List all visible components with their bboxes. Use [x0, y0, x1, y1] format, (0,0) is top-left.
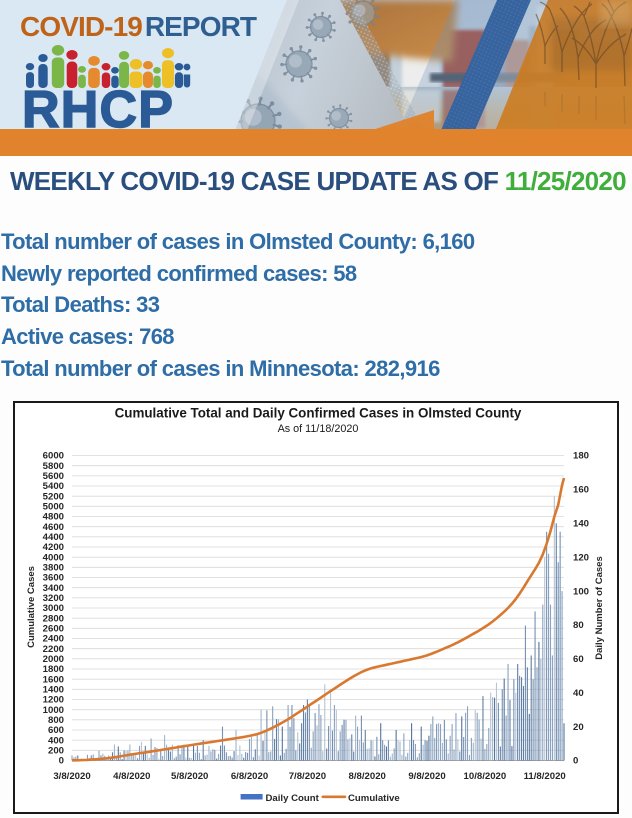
svg-text:4800: 4800 [43, 512, 64, 523]
svg-text:2800: 2800 [43, 613, 64, 624]
svg-text:2000: 2000 [43, 654, 64, 665]
svg-text:4/8/2020: 4/8/2020 [113, 771, 150, 782]
svg-text:60: 60 [573, 654, 584, 665]
svg-text:Daily Count: Daily Count [266, 793, 320, 804]
svg-text:9/8/2020: 9/8/2020 [408, 771, 445, 782]
svg-text:180: 180 [573, 451, 589, 462]
svg-text:10/8/2020: 10/8/2020 [464, 771, 507, 782]
svg-text:5200: 5200 [43, 491, 64, 502]
svg-text:Cumulative Total and Daily Con: Cumulative Total and Daily Confirmed Cas… [115, 405, 522, 420]
svg-text:5000: 5000 [43, 502, 64, 513]
svg-text:3400: 3400 [43, 583, 64, 594]
svg-text:Cumulative: Cumulative [348, 793, 400, 804]
svg-text:1400: 1400 [43, 685, 64, 696]
svg-text:1800: 1800 [43, 664, 64, 675]
svg-text:1200: 1200 [43, 695, 64, 706]
svg-text:6/8/2020: 6/8/2020 [231, 771, 268, 782]
svg-text:RHCP: RHCP [22, 81, 174, 139]
svg-text:5/8/2020: 5/8/2020 [171, 771, 208, 782]
svg-text:COVID-19 REPORT: COVID-19 REPORT [20, 11, 257, 42]
svg-text:3000: 3000 [43, 603, 64, 614]
svg-text:400: 400 [48, 735, 64, 746]
svg-text:160: 160 [573, 485, 589, 496]
svg-text:20: 20 [573, 722, 584, 733]
svg-text:100: 100 [573, 586, 589, 597]
svg-text:As of 11/18/2020: As of 11/18/2020 [278, 423, 359, 435]
svg-text:200: 200 [48, 746, 64, 757]
svg-text:5400: 5400 [43, 481, 64, 492]
svg-text:4000: 4000 [43, 552, 64, 563]
svg-text:0: 0 [573, 756, 578, 767]
svg-text:140: 140 [573, 518, 589, 529]
svg-text:Cumulative Cases: Cumulative Cases [26, 566, 37, 648]
svg-text:1000: 1000 [43, 705, 64, 716]
svg-text:Daily Number of Cases: Daily Number of Cases [594, 556, 605, 659]
svg-text:6000: 6000 [43, 451, 64, 462]
svg-text:3800: 3800 [43, 563, 64, 574]
svg-text:5800: 5800 [43, 461, 64, 472]
svg-text:2600: 2600 [43, 624, 64, 635]
svg-text:2400: 2400 [43, 634, 64, 645]
svg-text:4600: 4600 [43, 522, 64, 533]
svg-text:4200: 4200 [43, 542, 64, 553]
svg-text:3600: 3600 [43, 573, 64, 584]
svg-text:120: 120 [573, 552, 589, 563]
svg-text:1600: 1600 [43, 674, 64, 685]
svg-text:800: 800 [48, 715, 64, 726]
svg-text:5600: 5600 [43, 471, 64, 482]
svg-text:80: 80 [573, 620, 584, 631]
svg-text:600: 600 [48, 725, 64, 736]
svg-text:2200: 2200 [43, 644, 64, 655]
svg-text:11/8/2020: 11/8/2020 [524, 771, 566, 782]
svg-text:8/8/2020: 8/8/2020 [349, 771, 386, 782]
svg-text:0: 0 [59, 756, 64, 767]
svg-text:3200: 3200 [43, 593, 64, 604]
svg-text:4400: 4400 [43, 532, 64, 543]
svg-text:40: 40 [573, 688, 584, 699]
svg-text:3/8/2020: 3/8/2020 [53, 771, 90, 782]
svg-text:7/8/2020: 7/8/2020 [289, 771, 326, 782]
